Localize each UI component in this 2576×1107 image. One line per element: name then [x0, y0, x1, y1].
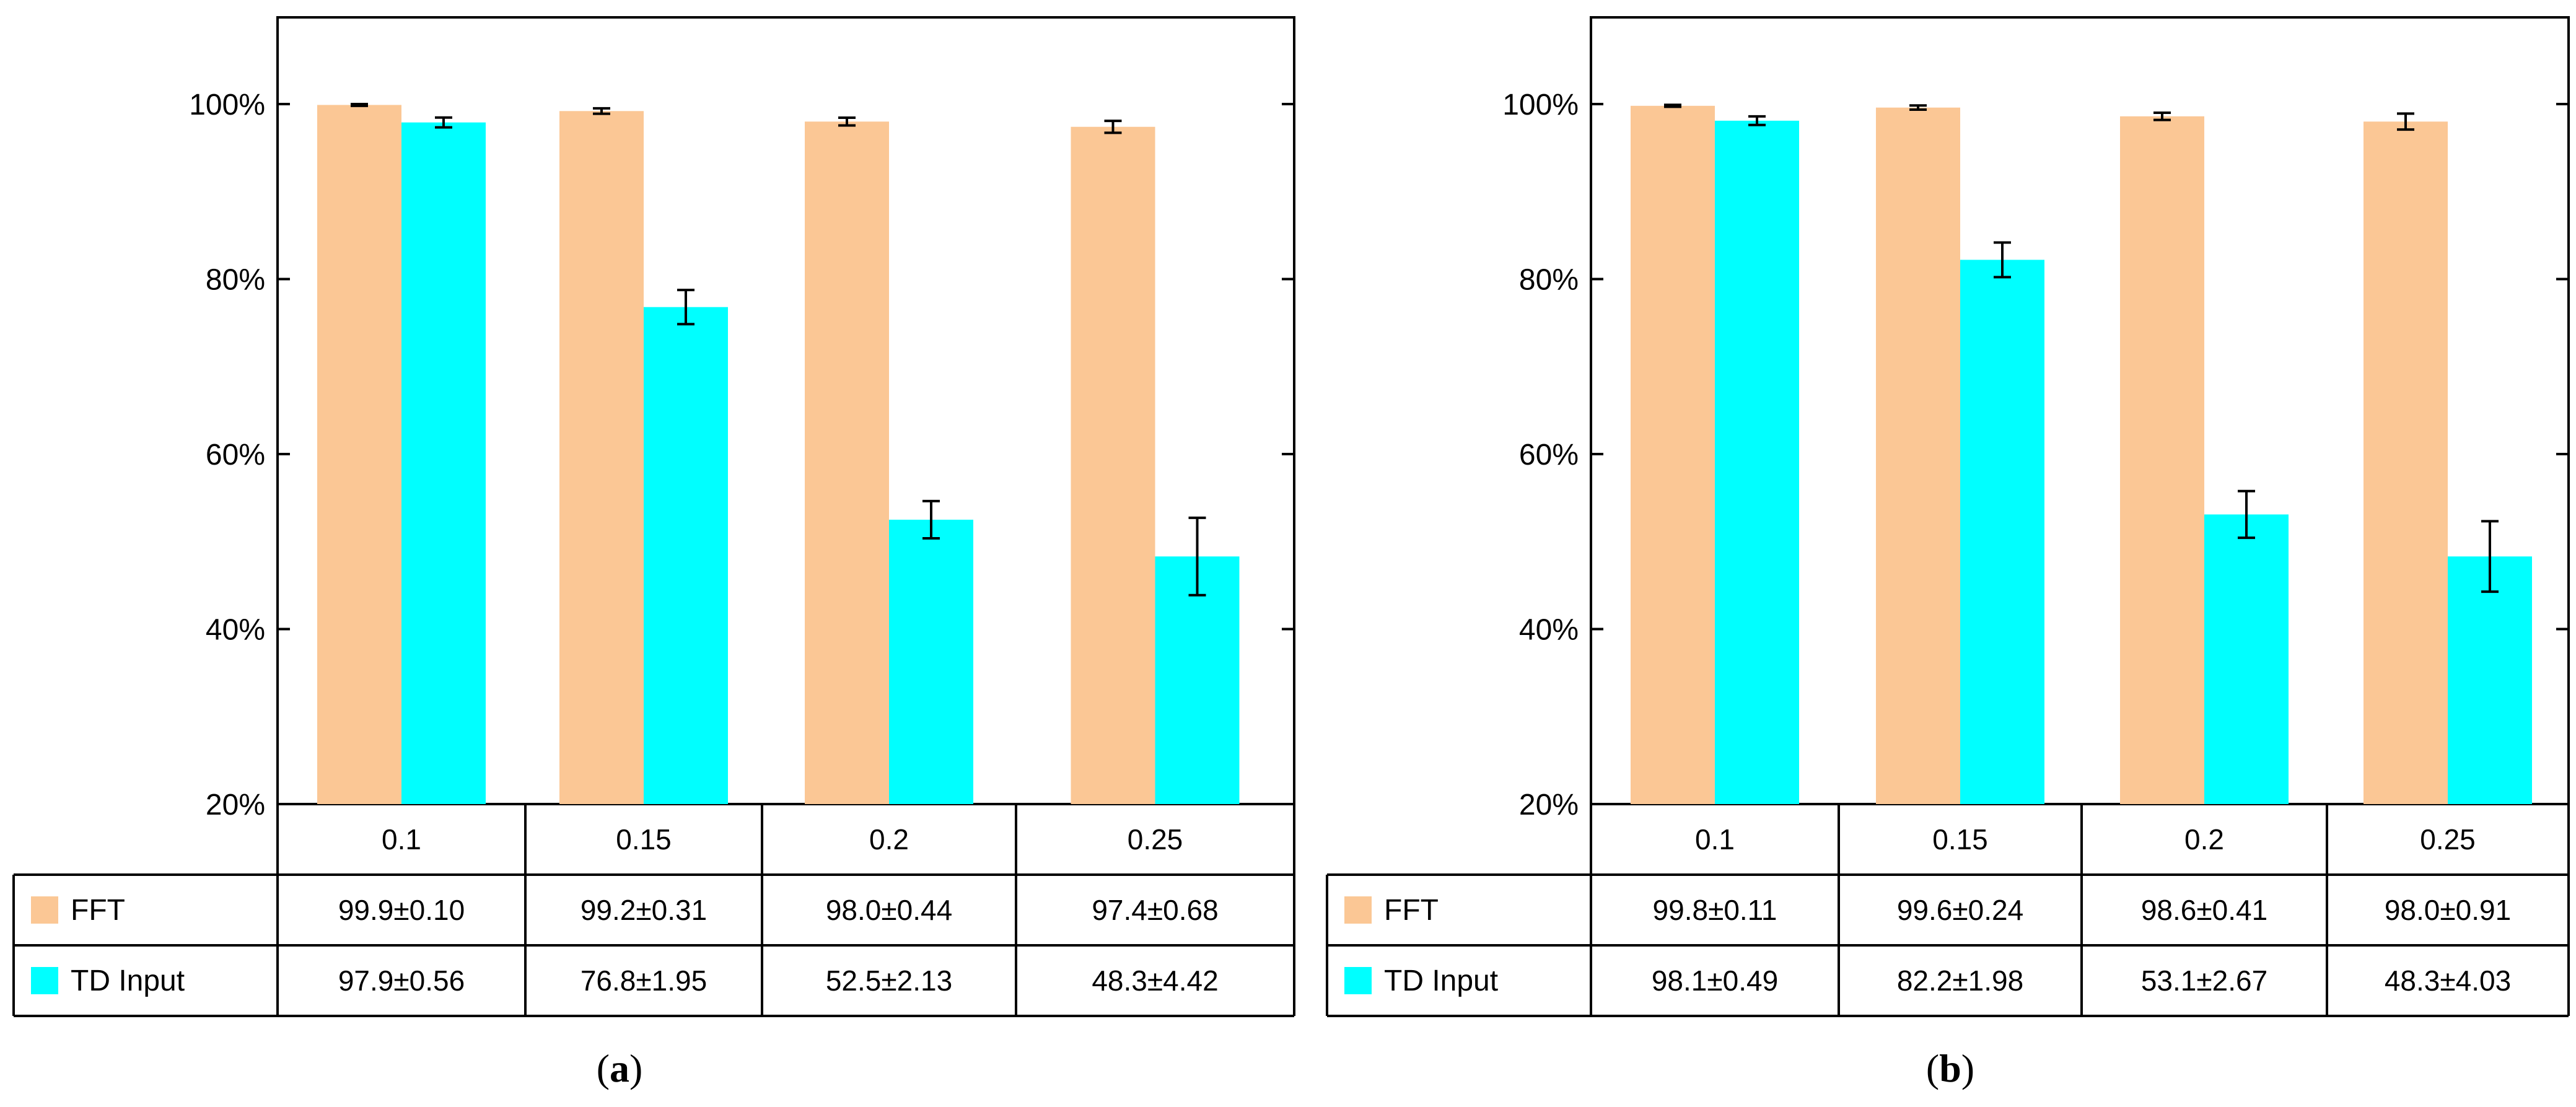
legend-swatch-fft — [1344, 896, 1372, 924]
chart-panel-a: 20% 40% 60% 80% 100% 0.1 0.15 0.2 0.25 FFT 99.9±0.… — [12, 16, 1295, 1090]
data-label: 99.6±0.24 — [1897, 894, 2023, 926]
legend-label: TD Input — [71, 965, 185, 997]
data-label: 97.9±0.56 — [338, 965, 465, 997]
data-label: 48.3±4.03 — [2385, 965, 2511, 997]
y-tick-label: 100% — [1502, 89, 1579, 121]
y-tick-label: 40% — [1519, 614, 1579, 647]
panel-label: (b) — [1926, 1046, 1974, 1090]
legend-swatch-fft — [31, 896, 58, 924]
category-label: 0.2 — [869, 823, 909, 855]
panel-label-letter: a — [610, 1046, 629, 1090]
y-tick-label: 40% — [206, 614, 265, 647]
data-label: 98.1±0.49 — [1652, 965, 1778, 997]
y-tick-label: 60% — [1519, 439, 1579, 471]
category-label: 0.15 — [616, 823, 672, 855]
data-label: 76.8±1.95 — [580, 965, 707, 997]
bar-td-2 — [2204, 514, 2289, 804]
bar-fft-2 — [2120, 116, 2204, 804]
bar-fft-2 — [805, 121, 889, 804]
data-label: 53.1±2.67 — [2141, 965, 2267, 997]
legend-swatch-td — [1344, 967, 1372, 994]
legend-swatch-td — [31, 967, 58, 994]
legend-label: FFT — [1384, 894, 1439, 927]
data-label: 98.0±0.91 — [2385, 894, 2511, 926]
panel-label-close: ) — [629, 1046, 642, 1090]
data-label: 99.2±0.31 — [580, 894, 707, 926]
chart-panel-b: 20% 40% 60% 80% 100% 0.1 0.15 0.2 0.25 FFT 99.8±0.… — [1326, 16, 2570, 1090]
data-label: 52.5±2.13 — [826, 965, 952, 997]
y-tick-label: 80% — [206, 264, 265, 297]
bar-fft-1 — [1876, 107, 1960, 804]
bar-fft-3 — [1071, 126, 1155, 805]
bar-td-1 — [1960, 260, 2044, 804]
legend-label: FFT — [71, 894, 125, 927]
panel-label-letter: b — [1939, 1046, 1961, 1090]
category-label: 0.25 — [2420, 823, 2476, 855]
category-label: 0.25 — [1128, 823, 1183, 855]
data-label: 98.0±0.44 — [826, 894, 952, 926]
bar-td-0 — [401, 122, 486, 805]
data-label: 97.4±0.68 — [1092, 894, 1218, 926]
category-label: 0.1 — [1695, 823, 1735, 855]
data-label: 82.2±1.98 — [1897, 965, 2023, 997]
bar-td-3 — [2448, 556, 2532, 804]
panel-label-close: ) — [1961, 1046, 1974, 1090]
y-tick-label: 20% — [206, 789, 265, 821]
legend-label: TD Input — [1384, 965, 1498, 997]
data-label: 98.6±0.41 — [2141, 894, 2267, 926]
data-label: 99.8±0.11 — [1653, 894, 1777, 926]
bar-fft-3 — [2364, 121, 2448, 804]
panel-label: (a) — [597, 1046, 643, 1090]
bar-td-0 — [1715, 120, 1799, 804]
category-label: 0.2 — [2184, 823, 2224, 855]
y-tick-label: 80% — [1519, 264, 1579, 297]
data-label: 99.9±0.10 — [338, 894, 465, 926]
category-label: 0.15 — [1932, 823, 1988, 855]
bar-td-2 — [889, 519, 973, 804]
bar-fft-1 — [559, 111, 644, 804]
bar-fft-0 — [1631, 105, 1715, 805]
bar-td-1 — [644, 307, 728, 804]
y-tick-label: 60% — [206, 439, 265, 471]
plot-frame — [276, 16, 1295, 805]
bar-td-3 — [1155, 556, 1240, 804]
plot-frame — [1590, 16, 2570, 805]
y-tick-label: 100% — [189, 89, 265, 121]
bar-fft-0 — [317, 105, 401, 805]
panel-label-open: ( — [1926, 1046, 1939, 1090]
data-label: 48.3±4.42 — [1092, 965, 1218, 997]
panel-label-open: ( — [597, 1046, 610, 1090]
y-tick-label: 20% — [1519, 789, 1579, 821]
category-label: 0.1 — [382, 823, 421, 855]
